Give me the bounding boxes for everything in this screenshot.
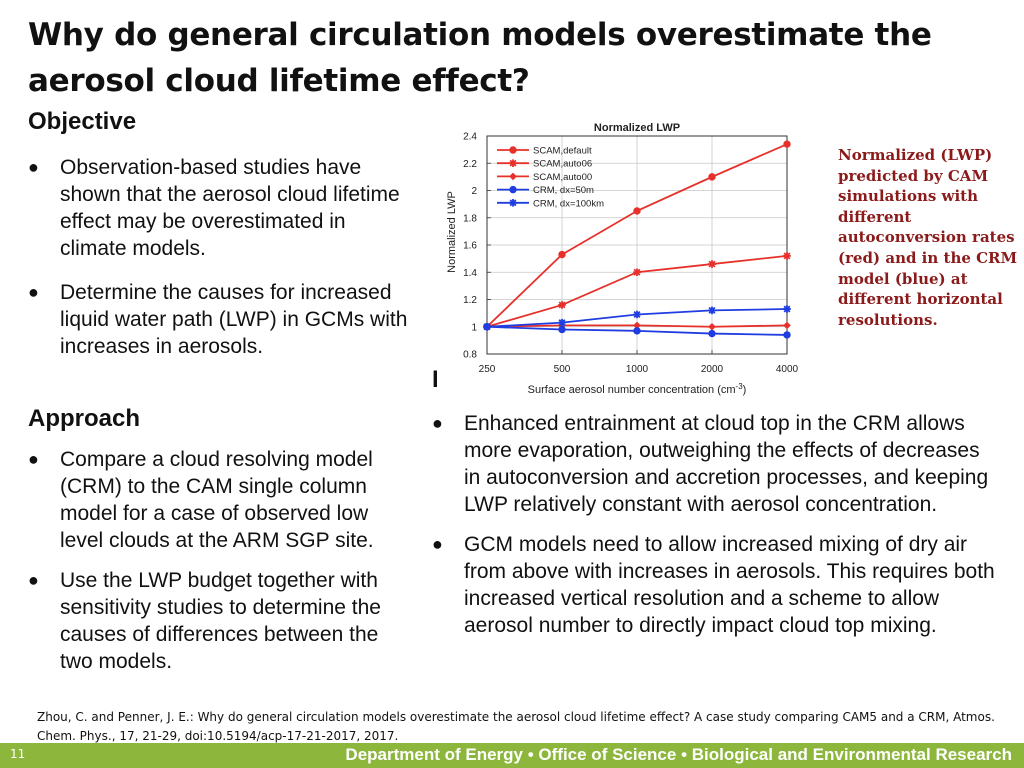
legend-label: CRM, dx=50m [533,185,594,196]
data-point [633,327,641,335]
bullet-icon: ● [28,157,39,177]
bullet-icon: ● [28,282,39,302]
lwp-chart: Normalized LWP 0.8 1 1.2 1.4 1.6 1.8 2 2.2 2.4 25… [437,122,807,402]
approach-list: ● Compare a cloud resolving model (CRM) … [28,446,412,675]
plot-frame [486,135,788,355]
chart-xlabel: Surface aerosol number concentration (cm… [528,382,747,396]
legend-label: CRM, dx=100km [533,198,604,209]
impact-bullet: ● GCM models need to allow increased mix… [432,531,997,639]
chart-ylabel: Normalized LWP [446,191,458,273]
data-point [509,146,517,154]
data-point [483,322,491,331]
data-point [633,207,641,215]
approach-bullet: ● Compare a cloud resolving model (CRM) … [28,446,412,554]
bullet-text: Compare a cloud resolving model (CRM) to… [60,448,374,552]
bullet-text: Observation-based studies have shown tha… [60,156,400,260]
page-number: 11 [10,747,26,761]
data-point [558,325,566,334]
legend-label: SCAM,auto00 [533,172,592,183]
xtick-label: 2000 [701,364,724,375]
legend-label: SCAM,default [533,146,592,157]
xtick-label: 250 [479,364,496,375]
impact-bullet: ● Enhanced entrainment at cloud top in t… [432,410,997,518]
approach-bullet: ● Use the LWP budget together with sensi… [28,567,412,675]
chart-title: Normalized LWP [594,122,680,134]
ytick-label: 2 [471,186,477,197]
ytick-label: 0.8 [463,350,477,361]
bullet-icon: ● [432,534,443,554]
figure-caption: Normalized (LWP) predicted by CAM simula… [838,146,1018,329]
data-point [783,305,791,313]
bullet-icon: ● [28,449,39,469]
ytick-label: 2.4 [463,132,477,143]
footer-text: Department of Energy • Office of Science… [345,745,1012,764]
data-point [558,250,566,259]
data-point [783,321,791,330]
approach-heading: Approach [28,405,141,432]
slide-title: Why do general circulation models overes… [28,17,932,99]
bullet-text: GCM models need to allow increased mixin… [464,533,995,637]
objective-heading: Objective [28,108,137,135]
data-point [509,159,517,167]
ytick-label: 1.2 [463,295,477,306]
data-point [783,331,791,339]
bullet-text: Determine the causes for increased liqui… [60,281,408,358]
data-point [558,318,566,327]
objective-bullet: ● Determine the causes for increased liq… [28,279,408,360]
ytick-label: 1.8 [463,213,477,224]
xtick-label: 1000 [626,364,649,375]
lwp-chart-svg: Normalized LWP 0.8 1 1.2 1.4 1.6 1.8 2 2.2 2.4 25… [437,122,807,402]
data-point [633,268,641,277]
bullet-text: Enhanced entrainment at cloud top in the… [464,412,989,516]
data-point [708,173,716,181]
objective-bullet: ● Observation-based studies have shown t… [28,154,408,262]
ytick-label: 2.2 [463,159,477,170]
data-point [509,185,517,194]
data-point [783,140,791,148]
impact-list: ● Enhanced entrainment at cloud top in t… [432,410,997,639]
ytick-label: 1.4 [463,268,477,279]
data-point [509,199,517,207]
data-point [783,252,791,260]
xtick-label: 4000 [776,364,799,375]
data-point [708,260,716,268]
bullet-icon: ● [28,570,39,590]
ytick-label: 1.6 [463,241,477,252]
data-point [708,306,716,315]
footer-bar: 11 Department of Energy • Office of Scie… [0,743,1024,768]
legend-label: SCAM,auto06 [533,159,592,170]
impact-heading-partial: I [432,366,439,393]
bullet-icon: ● [432,413,443,433]
objective-list: ● Observation-based studies have shown t… [28,154,408,360]
data-point [558,301,566,309]
citation: Zhou, C. and Penner, J. E.: Why do gener… [37,710,995,743]
data-point [708,329,716,338]
xtick-label: 500 [554,364,571,375]
data-point [633,310,641,319]
ytick-label: 1 [471,322,477,333]
bullet-text: Use the LWP budget together with sensiti… [60,569,381,673]
